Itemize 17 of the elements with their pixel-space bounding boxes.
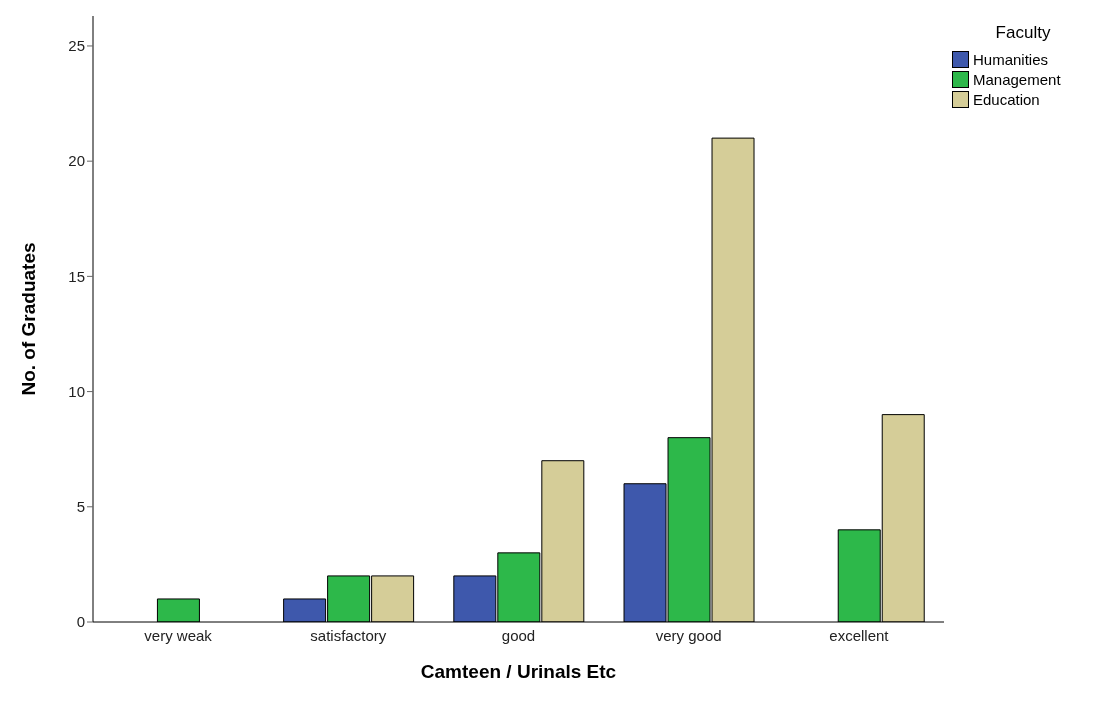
- y-tick-label: 15: [68, 267, 85, 285]
- x-tick-label: satisfactory: [310, 626, 387, 644]
- x-tick-label: good: [501, 626, 536, 644]
- y-tick-label: 10: [68, 382, 85, 400]
- legend-label: Education: [973, 90, 1040, 108]
- x-tick-label: very weak: [144, 626, 213, 644]
- x-tick-label: very good: [655, 626, 722, 644]
- y-tick-label: 5: [76, 498, 85, 516]
- x-axis-title: Camteen / Urinals Etc: [420, 661, 617, 682]
- x-tick-label: excellent: [829, 626, 890, 644]
- legend-title: Faculty: [994, 23, 1052, 43]
- y-tick-label: 25: [68, 37, 85, 55]
- legend-label: Management: [973, 70, 1061, 88]
- y-tick-label: 20: [68, 152, 85, 170]
- y-tick-label: 0: [76, 613, 85, 631]
- legend-label: Humanities: [973, 50, 1049, 68]
- y-axis-title: No. of Graduates: [17, 242, 39, 396]
